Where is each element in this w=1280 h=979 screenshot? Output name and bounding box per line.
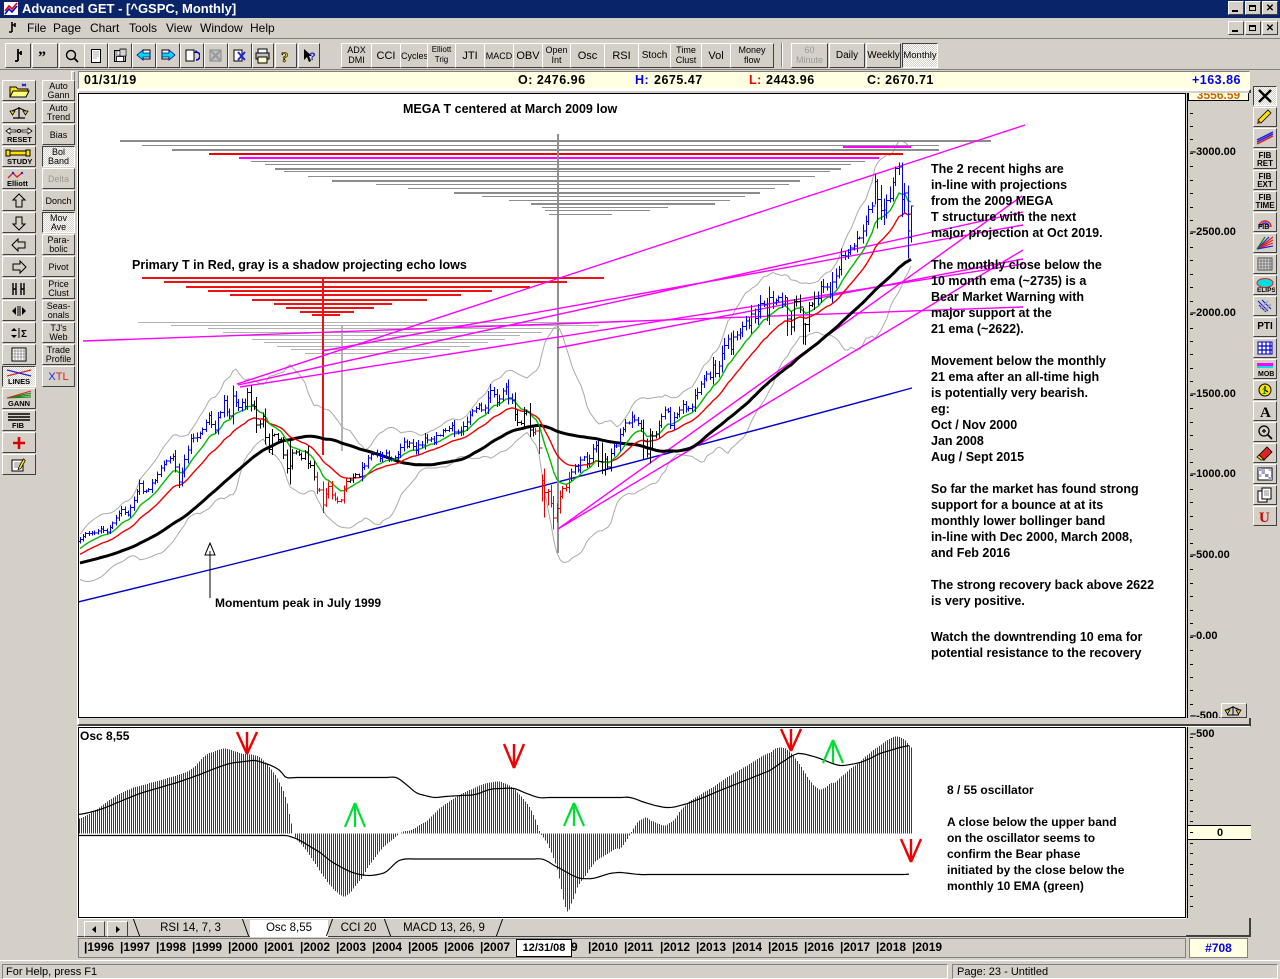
- svg-text:The strong recovery back above: The strong recovery back above 2622: [931, 578, 1154, 592]
- svg-text:21 ema after an all-time high: 21 ema after an all-time high: [931, 370, 1099, 384]
- svg-text:and Feb 2016: and Feb 2016: [931, 546, 1010, 560]
- svg-text:monthly lower bollinger band: monthly lower bollinger band: [931, 514, 1105, 528]
- svg-text:U: U: [1259, 510, 1270, 524]
- svg-text:The 2 recent highs are: The 2 recent highs are: [931, 162, 1064, 176]
- svg-text:Primary T in Red, gray is a sh: Primary T in Red, gray is a shadow proje…: [132, 258, 467, 272]
- svg-text:major projection at Oct 2019.: major projection at Oct 2019.: [931, 226, 1103, 240]
- svg-text:?: ?: [281, 50, 289, 64]
- svg-text:on the oscillator seems to: on the oscillator seems to: [947, 831, 1095, 845]
- svg-text:in-line with Dec 2000, March 2: in-line with Dec 2000, March 2008,: [931, 530, 1132, 544]
- svg-text:RESET: RESET: [7, 135, 32, 144]
- svg-text:support for a bounce at at its: support for a bounce at at its: [931, 498, 1103, 512]
- svg-text:MEGA T centered at March 2009: MEGA T centered at March 2009 low: [403, 102, 617, 116]
- svg-text:ELIPS: ELIPS: [1257, 287, 1275, 293]
- svg-text:is potentially very bearish.: is potentially very bearish.: [931, 386, 1088, 400]
- svg-text:A close below the upper band: A close below the upper band: [947, 815, 1117, 829]
- svg-text:Elliott: Elliott: [7, 179, 28, 188]
- svg-text:T structure with the next: T structure with the next: [931, 210, 1077, 224]
- svg-text:”: ”: [38, 49, 46, 64]
- svg-text:initiated by the close below t: initiated by the close below the: [947, 863, 1125, 877]
- svg-text:The monthly close below the: The monthly close below the: [931, 258, 1102, 272]
- svg-text:Watch the downtrending 10 ema: Watch the downtrending 10 ema for: [931, 630, 1142, 644]
- svg-text:confirm the Bear phase: confirm the Bear phase: [947, 847, 1081, 861]
- svg-text:Jan 2008: Jan 2008: [931, 434, 984, 448]
- svg-text:major support at the: major support at the: [931, 306, 1052, 320]
- svg-text:potential resistance to the re: potential resistance to the recovery: [931, 646, 1142, 660]
- svg-text:8 / 55 oscillator: 8 / 55 oscillator: [947, 783, 1034, 797]
- svg-text:MOB: MOB: [1258, 371, 1274, 377]
- svg-text:Momentum peak in July 1999: Momentum peak in July 1999: [215, 596, 381, 610]
- svg-text:is very positive.: is very positive.: [931, 594, 1025, 608]
- svg-text:Osc 8,55: Osc 8,55: [80, 729, 130, 743]
- svg-text:A: A: [1260, 405, 1271, 419]
- svg-text:10 month ema (~2735) is a: 10 month ema (~2735) is a: [931, 274, 1087, 288]
- svg-text:eg:: eg:: [931, 402, 950, 416]
- svg-text:STUDY: STUDY: [7, 157, 32, 166]
- svg-text:FIB: FIB: [1258, 224, 1269, 230]
- svg-text:from the 2009 MEGA: from the 2009 MEGA: [931, 194, 1053, 208]
- svg-text:monthly 10 EMA (green): monthly 10 EMA (green): [947, 879, 1084, 893]
- svg-text:FIB: FIB: [12, 421, 25, 430]
- svg-text:So far the market has found st: So far the market has found strong: [931, 482, 1139, 496]
- svg-text:21 ema (~2622).: 21 ema (~2622).: [931, 322, 1024, 336]
- svg-text:Aug / Sept 2015: Aug / Sept 2015: [931, 450, 1024, 464]
- svg-text:Σ: Σ: [21, 329, 27, 340]
- svg-text:GANN: GANN: [8, 399, 30, 408]
- svg-text:Movement below the monthly: Movement below the monthly: [931, 354, 1106, 368]
- svg-text:Oct / Nov 2000: Oct / Nov 2000: [931, 418, 1017, 432]
- svg-text:?: ?: [309, 51, 316, 63]
- svg-text:1: 1: [1262, 387, 1267, 396]
- svg-text:Bear Market Warning with: Bear Market Warning with: [931, 290, 1084, 304]
- svg-text:in-line with projections: in-line with projections: [931, 178, 1067, 192]
- svg-text:LINES: LINES: [8, 377, 30, 386]
